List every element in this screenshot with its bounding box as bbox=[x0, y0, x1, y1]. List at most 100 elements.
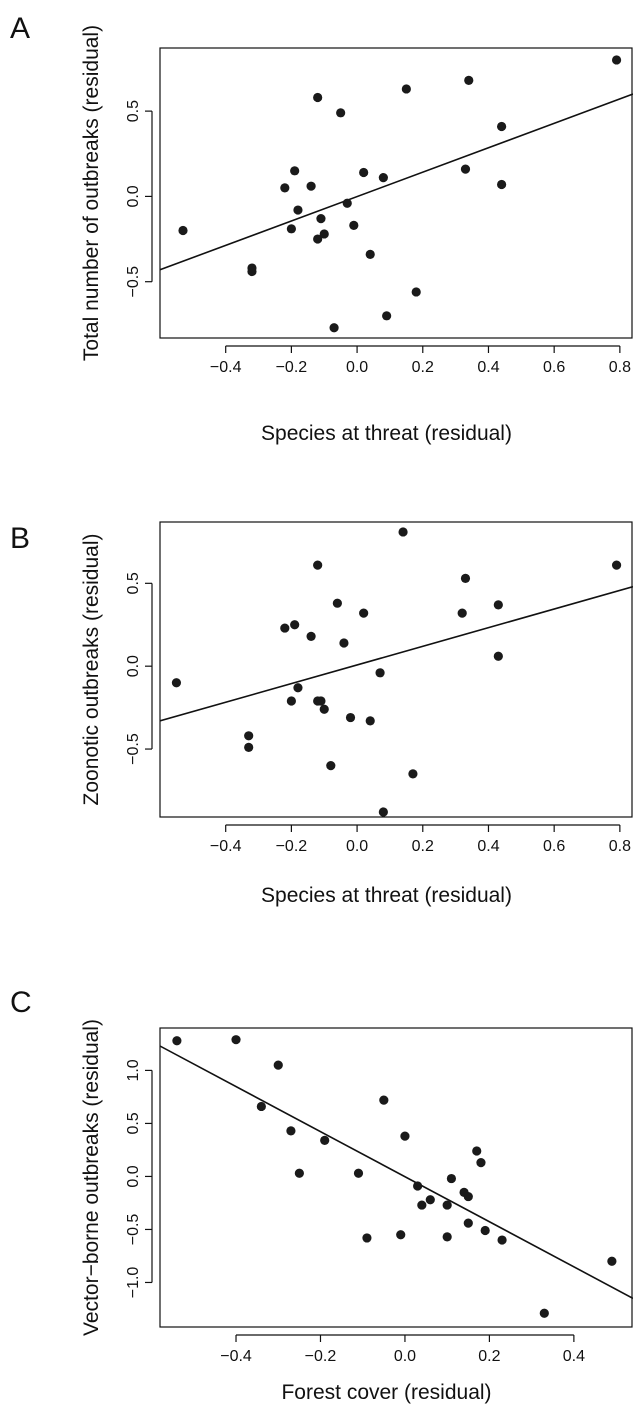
chart-a-data-point bbox=[382, 311, 392, 321]
chart-a-x-tick-label: −0.2 bbox=[276, 359, 308, 376]
chart-b-data-point bbox=[244, 742, 254, 752]
chart-c-y-tick-label: −0.5 bbox=[125, 1214, 142, 1246]
chart-b-data-point bbox=[457, 608, 467, 618]
chart-a-data-point bbox=[313, 92, 323, 103]
chart-a-data-point bbox=[460, 164, 471, 174]
chart-b-data-point bbox=[493, 600, 503, 610]
chart-c-data-point bbox=[463, 1191, 473, 1202]
chart-c-data-point bbox=[446, 1173, 457, 1184]
chart-b-data-point bbox=[326, 761, 336, 771]
chart-a-data-point bbox=[293, 205, 303, 215]
chart-c-data-point bbox=[400, 1131, 410, 1141]
chart-b-x-tick-label: 0.6 bbox=[543, 838, 565, 855]
chart-b-data-point bbox=[365, 716, 375, 726]
chart-b-data-point bbox=[359, 608, 369, 618]
chart-c-data-point bbox=[442, 1232, 452, 1242]
chart-b-x-tick-label: −0.4 bbox=[210, 838, 242, 855]
panel-a: A −0.4 −0.2 0.0 0.2 0.4 0.6 0.8 −0.5 0.0 0.5 Specie… bbox=[0, 0, 633, 468]
chart-c-data-point bbox=[442, 1200, 452, 1210]
chart-c-plot-frame bbox=[159, 1027, 633, 1328]
chart-b-data-point bbox=[332, 598, 342, 608]
chart-c-y-tick-label: 1.0 bbox=[125, 1059, 142, 1081]
chart-b-panel-letter: B bbox=[10, 522, 30, 555]
chart-a-x-tick-label: 0.4 bbox=[477, 359, 499, 376]
chart-c-data-point bbox=[273, 1060, 283, 1070]
chart-c-data-point bbox=[476, 1158, 486, 1168]
chart-a-data-point bbox=[611, 55, 622, 65]
chart-b-data-point bbox=[345, 712, 356, 723]
chart-b-x-tick-label: 0.8 bbox=[609, 838, 631, 855]
chart-c-data-point bbox=[396, 1230, 406, 1240]
chart-c-fit-line-group bbox=[160, 1045, 633, 1300]
chart-b-x-tick-label: −0.2 bbox=[276, 838, 308, 855]
chart-b-data-point bbox=[306, 631, 316, 641]
chart-a-data-point bbox=[319, 229, 329, 239]
chart-a-data-point bbox=[247, 266, 257, 277]
chart-b-data-point bbox=[460, 573, 471, 583]
chart-b-plot-frame bbox=[159, 521, 633, 818]
chart-c-x-axis-label: Forest cover (residual) bbox=[281, 1381, 491, 1404]
chart-a-fit-line-group bbox=[160, 93, 633, 271]
chart-c-data-point bbox=[231, 1035, 241, 1045]
chart-b-data-point bbox=[290, 620, 300, 630]
chart-a-x-tick-label: 0.2 bbox=[412, 359, 434, 376]
scatter-chart-b: B −0.4 −0.2 0.0 0.2 0.4 0.6 0.8 −0.5 0.0 0.5 Specie… bbox=[10, 521, 633, 907]
chart-c-x-tick-label: 0.0 bbox=[394, 1348, 416, 1365]
chart-c-data-point bbox=[362, 1233, 372, 1243]
chart-b-x-tick-label: 0.0 bbox=[346, 838, 368, 855]
chart-c-data-point bbox=[286, 1126, 296, 1136]
chart-b-data-point bbox=[316, 696, 326, 706]
chart-b-data-point bbox=[339, 638, 349, 648]
chart-b-x-tick-label: 0.4 bbox=[477, 838, 499, 855]
chart-b-data-point bbox=[293, 683, 303, 693]
chart-a-panel-letter: A bbox=[10, 12, 30, 45]
chart-b-x-tick-label: 0.2 bbox=[412, 838, 434, 855]
chart-b-data-point bbox=[280, 623, 290, 633]
chart-b-data-point bbox=[244, 731, 254, 741]
chart-a-data-point bbox=[359, 167, 369, 178]
chart-a-x-tick-label: 0.6 bbox=[543, 359, 565, 376]
chart-c-y-axis-label: Vector−borne outbreaks (residual) bbox=[80, 1019, 103, 1336]
chart-b-data-point bbox=[378, 807, 388, 817]
chart-b-y-axis-label: Zoonotic outbreaks (residual) bbox=[80, 534, 103, 806]
chart-c-x-tick-label: −0.4 bbox=[220, 1348, 252, 1365]
chart-a-x-tick-label: 0.0 bbox=[346, 359, 368, 376]
chart-c-data-point bbox=[379, 1095, 389, 1105]
scatter-chart-a: A −0.4 −0.2 0.0 0.2 0.4 0.6 0.8 −0.5 0.0 0.5 Specie… bbox=[10, 12, 633, 445]
chart-c-x-tick-label: 0.4 bbox=[563, 1348, 585, 1365]
chart-b-y-tick-label: 0.0 bbox=[125, 655, 142, 677]
chart-a-fit-line bbox=[160, 93, 633, 271]
chart-b-data-point bbox=[313, 560, 323, 570]
chart-c-x-tick-label: 0.2 bbox=[478, 1348, 500, 1365]
chart-c-data-point bbox=[539, 1308, 549, 1318]
chart-c-y-tick-label: 0.0 bbox=[125, 1165, 142, 1187]
chart-a-data-point bbox=[290, 166, 300, 176]
chart-b-data-point bbox=[375, 668, 385, 678]
chart-a-y-tick-label: −0.5 bbox=[125, 266, 142, 298]
chart-a-y-tick-label: 0.5 bbox=[125, 100, 142, 122]
chart-a-data-point bbox=[365, 249, 375, 260]
chart-c-y-tick-label: −1.0 bbox=[125, 1267, 142, 1299]
chart-c-y-tick-label: 0.5 bbox=[125, 1112, 142, 1134]
chart-c-data-point bbox=[172, 1036, 182, 1046]
chart-a-plot-frame bbox=[159, 47, 633, 339]
chart-c-data-point bbox=[463, 1218, 473, 1228]
chart-c-data-point bbox=[472, 1146, 482, 1156]
chart-a-x-axis-label: Species at threat (residual) bbox=[261, 422, 512, 445]
chart-a-data-point bbox=[497, 121, 507, 132]
chart-a-data-point bbox=[349, 220, 359, 231]
chart-c-data-point bbox=[607, 1256, 617, 1266]
chart-a-data-point bbox=[336, 108, 346, 118]
chart-a-data-point bbox=[497, 179, 507, 190]
chart-a-y-axis-label: Total number of outbreaks (residual) bbox=[80, 25, 103, 361]
chart-a-x-tick-label: −0.4 bbox=[210, 359, 242, 376]
chart-b-data-point bbox=[171, 678, 182, 688]
chart-b-fit-line-group bbox=[160, 585, 633, 722]
chart-c-data-point bbox=[256, 1101, 266, 1112]
chart-a-y-tick-label: 0.0 bbox=[125, 185, 142, 207]
chart-b-data-point bbox=[398, 527, 408, 537]
panel-b: B −0.4 −0.2 0.0 0.2 0.4 0.6 0.8 −0.5 0.0 0.5 Specie… bbox=[0, 468, 633, 936]
chart-a-data-point bbox=[411, 287, 421, 297]
chart-a-data-point bbox=[306, 181, 316, 191]
chart-a-data-point bbox=[286, 224, 296, 234]
